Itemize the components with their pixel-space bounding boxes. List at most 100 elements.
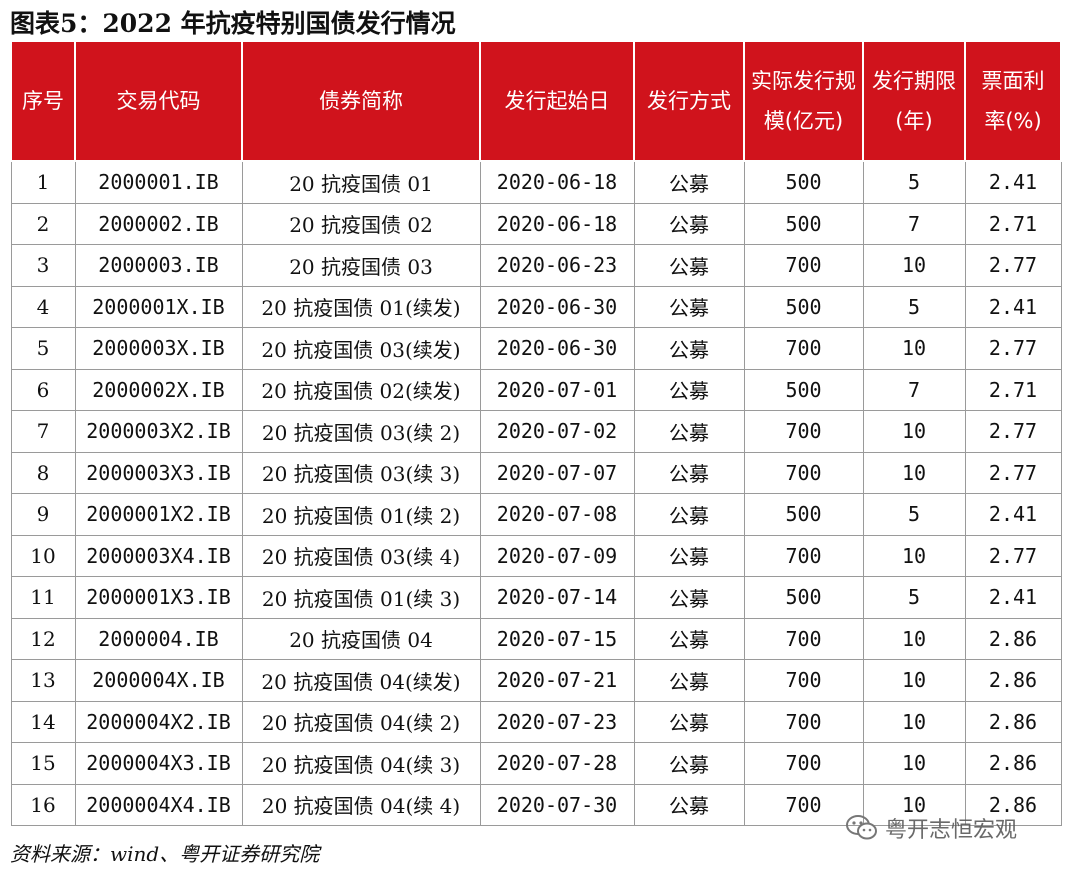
table-cell: 公募 — [633, 783, 745, 826]
table-cell: 7 — [10, 410, 76, 453]
table-cell: 700 — [743, 244, 864, 287]
table-cell: 10 — [862, 451, 966, 494]
wechat-icon — [846, 815, 877, 840]
table-cell: 2000001.IB — [74, 160, 243, 204]
table-cell: 2000004X2.IB — [74, 700, 243, 743]
table-cell: 2.86 — [964, 783, 1062, 826]
column-header: 发行起始日 — [479, 40, 635, 162]
table-cell: 2020-07-07 — [479, 451, 635, 494]
table-cell: 2.86 — [964, 617, 1062, 660]
table-cell: 2020-07-21 — [479, 659, 635, 702]
table-cell: 2.41 — [964, 576, 1062, 619]
table-cell: 2000002X.IB — [74, 368, 243, 411]
column-header: 序号 — [10, 40, 76, 162]
table-row: 16 2000004X4.IB 20 抗疫国债 04(续 4) 2020-07-30 公… — [10, 783, 1062, 826]
table-cell: 5 — [862, 160, 966, 204]
table-cell: 700 — [743, 783, 864, 826]
table-cell: 5 — [10, 327, 76, 370]
table-row: 12 2000004.IB 20 抗疫国债 04 2020-07-15 公募 700 10 2… — [10, 617, 1062, 660]
table-cell: 7 — [862, 202, 966, 245]
column-header: 发行期限(年) — [862, 40, 966, 162]
table-cell: 公募 — [633, 244, 745, 287]
table-cell: 2020-07-02 — [479, 410, 635, 453]
table-cell: 2000003X3.IB — [74, 451, 243, 494]
table-cell: 500 — [743, 576, 864, 619]
table-row: 13 2000004X.IB 20 抗疫国债 04(续发) 2020-07-21 公募 7… — [10, 659, 1062, 702]
table-cell: 公募 — [633, 285, 745, 328]
table-cell: 20 抗疫国债 01 — [241, 160, 481, 204]
table-cell: 2.71 — [964, 368, 1062, 411]
table-cell: 2020-06-30 — [479, 327, 635, 370]
table-cell: 20 抗疫国债 04(续 3) — [241, 742, 481, 785]
bond-table-container: 序号 交易代码 债券简称 发行起始日 发行方式 实际发行规模(亿元) 发行期限(年) 票面利率… — [10, 40, 1062, 826]
table-cell: 10 — [862, 617, 966, 660]
table-cell: 20 抗疫国债 02(续发) — [241, 368, 481, 411]
table-cell: 2020-06-30 — [479, 285, 635, 328]
table-cell: 公募 — [633, 451, 745, 494]
table-row: 10 2000003X4.IB 20 抗疫国债 03(续 4) 2020-07-09 公… — [10, 534, 1062, 577]
table-cell: 20 抗疫国债 02 — [241, 202, 481, 245]
table-cell: 20 抗疫国债 04(续 4) — [241, 783, 481, 826]
table-cell: 700 — [743, 700, 864, 743]
table-cell: 2.77 — [964, 410, 1062, 453]
watermark: 粤开志恒宏观 — [845, 808, 1017, 848]
table-cell: 10 — [862, 659, 966, 702]
table-cell: 2020-07-09 — [479, 534, 635, 577]
bond-issuance-table: 序号 交易代码 债券简称 发行起始日 发行方式 实际发行规模(亿元) 发行期限(年) 票面利率… — [10, 40, 1062, 826]
table-cell: 2.77 — [964, 327, 1062, 370]
table-cell: 2 — [10, 202, 76, 245]
table-cell: 2000004X3.IB — [74, 742, 243, 785]
table-cell: 10 — [862, 410, 966, 453]
table-cell: 20 抗疫国债 01(续 3) — [241, 576, 481, 619]
table-cell: 10 — [862, 534, 966, 577]
table-cell: 2020-06-18 — [479, 202, 635, 245]
table-cell: 2000004X4.IB — [74, 783, 243, 826]
table-row: 6 2000002X.IB 20 抗疫国债 02(续发) 2020-07-01 公募 50… — [10, 368, 1062, 411]
table-cell: 10 — [862, 700, 966, 743]
table-cell: 公募 — [633, 410, 745, 453]
table-cell: 700 — [743, 617, 864, 660]
table-cell: 公募 — [633, 700, 745, 743]
table-cell: 12 — [10, 617, 76, 660]
table-cell: 700 — [743, 451, 864, 494]
table-cell: 500 — [743, 160, 864, 204]
table-cell: 20 抗疫国债 04(续 2) — [241, 700, 481, 743]
table-cell: 2.77 — [964, 534, 1062, 577]
table-cell: 公募 — [633, 160, 745, 204]
table-cell: 2000003X.IB — [74, 327, 243, 370]
watermark-text: 粤开志恒宏观 — [885, 818, 1018, 843]
table-cell: 500 — [743, 368, 864, 411]
table-cell: 2020-07-28 — [479, 742, 635, 785]
table-cell: 9 — [10, 493, 76, 536]
table-cell: 公募 — [633, 659, 745, 702]
table-row: 5 2000003X.IB 20 抗疫国债 03(续发) 2020-06-30 公募 70… — [10, 327, 1062, 370]
table-row: 1 2000001.IB 20 抗疫国债 01 2020-06-18 公募 500 5 2.4… — [10, 160, 1062, 204]
table-cell: 2000004X.IB — [74, 659, 243, 702]
table-cell: 5 — [862, 576, 966, 619]
table-cell: 2.77 — [964, 451, 1062, 494]
table-cell: 700 — [743, 742, 864, 785]
table-cell: 2020-06-18 — [479, 160, 635, 204]
table-cell: 10 — [862, 742, 966, 785]
table-cell: 2000004.IB — [74, 617, 243, 660]
table-cell: 13 — [10, 659, 76, 702]
table-cell: 2.86 — [964, 742, 1062, 785]
table-body: 1 2000001.IB 20 抗疫国债 01 2020-06-18 公募 500 5 2.4… — [10, 160, 1062, 826]
table-cell: 10 — [10, 534, 76, 577]
table-cell: 2020-07-30 — [479, 783, 635, 826]
table-cell: 20 抗疫国债 03(续 4) — [241, 534, 481, 577]
table-cell: 公募 — [633, 576, 745, 619]
table-cell: 7 — [862, 368, 966, 411]
table-cell: 2000003.IB — [74, 244, 243, 287]
table-cell: 2.86 — [964, 700, 1062, 743]
table-row: 3 2000003.IB 20 抗疫国债 03 2020-06-23 公募 700 10 2.… — [10, 244, 1062, 287]
table-cell: 公募 — [633, 368, 745, 411]
table-cell: 20 抗疫国债 04 — [241, 617, 481, 660]
table-cell: 500 — [743, 493, 864, 536]
table-row: 8 2000003X3.IB 20 抗疫国债 03(续 3) 2020-07-07 公募… — [10, 451, 1062, 494]
table-cell: 2020-07-01 — [479, 368, 635, 411]
column-header: 债券简称 — [241, 40, 481, 162]
table-cell: 公募 — [633, 742, 745, 785]
table-cell: 4 — [10, 285, 76, 328]
table-cell: 2020-07-08 — [479, 493, 635, 536]
